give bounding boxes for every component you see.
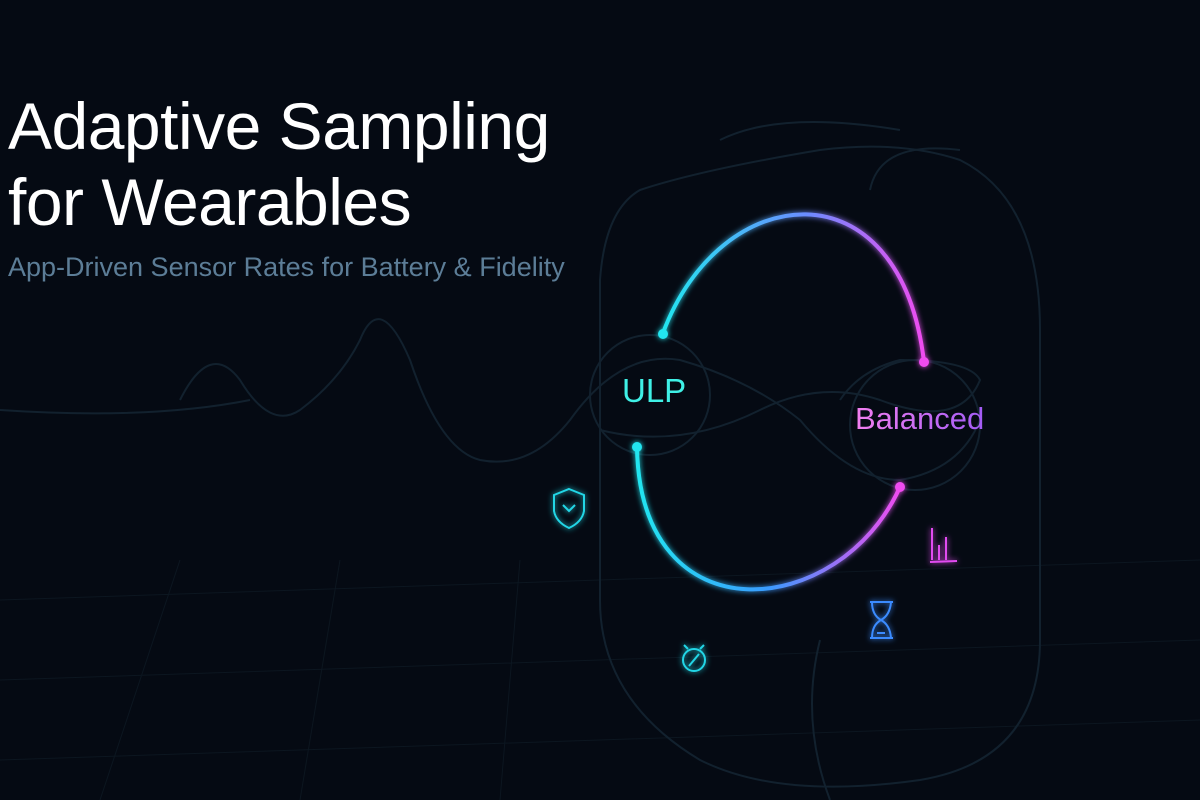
stopwatch-icon xyxy=(682,644,706,672)
ulp-zone xyxy=(589,334,711,456)
transition-arcs xyxy=(632,212,929,592)
watch-outline xyxy=(599,145,1041,788)
title-line-1: Adaptive Sampling xyxy=(8,89,550,163)
node-label-ulp: ULP xyxy=(622,372,687,409)
signal-wave-2 xyxy=(0,358,982,438)
arc-ulp-to-balanced xyxy=(661,212,926,363)
arc-endpoint xyxy=(658,329,668,339)
balanced-zone xyxy=(849,359,981,491)
arc-balanced-to-ulp xyxy=(635,446,902,592)
background-decoration xyxy=(0,121,1200,800)
arc-endpoint xyxy=(919,357,929,367)
title-line-2: for Wearables xyxy=(8,165,412,239)
node-label-balanced: Balanced xyxy=(855,401,985,436)
arc-endpoint xyxy=(632,442,642,452)
arc-endpoint xyxy=(895,482,905,492)
hourglass-icon xyxy=(870,601,893,639)
subtitle: App-Driven Sensor Rates for Battery & Fi… xyxy=(8,252,565,282)
signal-wave xyxy=(179,318,981,482)
shield-check-icon xyxy=(553,487,585,530)
watch-inner xyxy=(719,121,961,800)
page-title: Adaptive Sampling for Wearables xyxy=(8,88,550,240)
bar-chart-icon xyxy=(929,528,958,563)
